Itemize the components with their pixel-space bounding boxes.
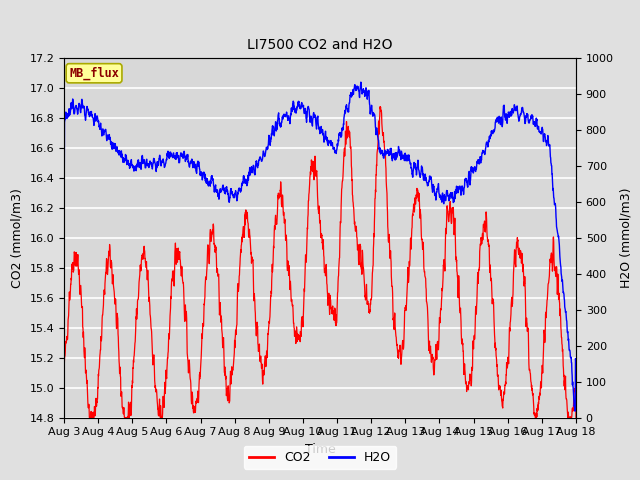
Y-axis label: H2O (mmol/m3): H2O (mmol/m3)	[620, 187, 632, 288]
Legend: CO2, H2O: CO2, H2O	[244, 446, 396, 469]
Text: MB_flux: MB_flux	[69, 67, 119, 80]
X-axis label: Time: Time	[305, 443, 335, 456]
Title: LI7500 CO2 and H2O: LI7500 CO2 and H2O	[247, 38, 393, 52]
Y-axis label: CO2 (mmol/m3): CO2 (mmol/m3)	[11, 188, 24, 288]
